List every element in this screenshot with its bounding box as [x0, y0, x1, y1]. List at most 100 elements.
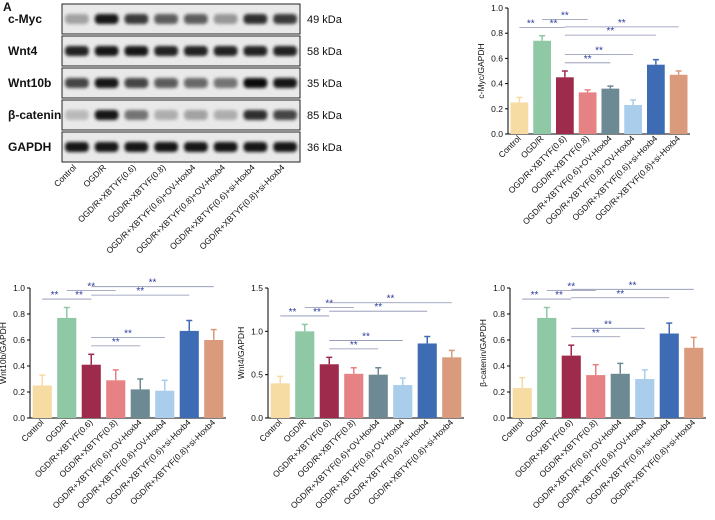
- blot-band: [94, 78, 119, 88]
- significance-label: **: [606, 26, 614, 37]
- y-tick-label: 0.4: [491, 79, 503, 89]
- significance-label: **: [362, 331, 370, 342]
- y-tick-label: 1.0: [493, 283, 505, 293]
- blot-band: [243, 78, 268, 88]
- blot-band: [94, 14, 119, 24]
- blot-band: [184, 14, 208, 24]
- bar: [610, 373, 630, 418]
- bar: [270, 383, 290, 418]
- bar: [669, 74, 688, 134]
- blot-band: [213, 46, 238, 56]
- bar: [635, 379, 655, 418]
- bar: [393, 385, 413, 418]
- blot-row-label: c-Myc: [8, 12, 42, 26]
- blot-band: [94, 110, 119, 120]
- bar-chart: 0.00.20.40.60.81.0c-Myc/GAPDHControlOGD/…: [476, 3, 690, 227]
- bar-chart: 0.00.51.01.5Wnt4/GAPDHControlOGD/ROGD/R+…: [236, 283, 464, 511]
- blot-band: [184, 110, 208, 120]
- bar: [295, 331, 315, 418]
- bar: [647, 64, 665, 134]
- y-tick-label: 0.2: [493, 387, 505, 397]
- blot-band: [124, 142, 149, 152]
- significance-label: **: [595, 46, 603, 57]
- panel-label: A: [3, 0, 12, 14]
- significance-label: **: [550, 19, 558, 30]
- blot-band: [184, 142, 208, 152]
- significance-label: **: [567, 282, 575, 293]
- blot-size-label: 35 kDa: [307, 78, 343, 90]
- significance-label: **: [604, 319, 612, 330]
- y-tick-label: 1.5: [251, 283, 263, 293]
- significance-label: **: [629, 280, 637, 291]
- blot-band: [213, 142, 238, 152]
- blot-size-label: 85 kDa: [307, 110, 343, 122]
- blot-band: [154, 78, 178, 88]
- significance-label: **: [561, 10, 569, 21]
- blot-band: [243, 14, 268, 24]
- bar: [510, 102, 529, 134]
- blot-size-label: 58 kDa: [307, 46, 343, 58]
- significance-label: **: [616, 289, 624, 300]
- significance-label: **: [527, 19, 535, 30]
- blot-band: [65, 110, 89, 120]
- bar: [179, 330, 199, 418]
- significance-label: **: [350, 340, 358, 351]
- bar: [417, 343, 437, 418]
- blot-band: [243, 142, 268, 152]
- bar: [512, 388, 532, 418]
- bar: [442, 357, 462, 418]
- bar: [319, 364, 339, 418]
- bar: [344, 373, 364, 418]
- y-tick-label: 0.8: [13, 309, 25, 319]
- y-axis-label: Wnt4/GAPDH: [236, 327, 246, 379]
- bar: [155, 390, 175, 418]
- blot-band: [65, 78, 89, 88]
- bar: [556, 77, 574, 134]
- blot-row-label: GAPDH: [8, 140, 51, 154]
- blot-band: [154, 46, 178, 56]
- bar: [578, 92, 597, 134]
- bar: [106, 380, 126, 418]
- y-tick-label: 0.6: [13, 335, 25, 345]
- significance-label: **: [313, 307, 321, 318]
- blot-band: [213, 110, 238, 120]
- blot-band: [154, 142, 178, 152]
- blot-band: [94, 46, 119, 56]
- y-axis-label: Wnt10b/GAPDH: [0, 322, 8, 384]
- blot-row-label: Wnt4: [8, 44, 38, 58]
- significance-label: **: [592, 328, 600, 339]
- blot-band: [273, 110, 297, 120]
- bar: [624, 105, 642, 134]
- bar: [533, 40, 551, 135]
- blot-band: [243, 46, 268, 56]
- y-tick-label: 0.2: [13, 387, 25, 397]
- significance-label: **: [149, 278, 157, 289]
- y-tick-label: 0.8: [491, 28, 503, 38]
- bar: [204, 340, 224, 418]
- bar: [130, 389, 150, 418]
- significance-label: **: [289, 307, 297, 318]
- significance-label: **: [51, 290, 59, 301]
- y-tick-label: 1.0: [13, 283, 25, 293]
- blot-band: [213, 78, 238, 88]
- blot-size-label: 49 kDa: [307, 14, 343, 26]
- blot-band: [184, 78, 208, 88]
- y-axis-label: c-Myc/GAPDH: [476, 43, 486, 98]
- bar: [81, 364, 101, 418]
- y-tick-label: 0.0: [493, 413, 505, 423]
- blot-band: [124, 46, 149, 56]
- y-tick-label: 0.0: [251, 413, 263, 423]
- y-tick-label: 0.8: [493, 309, 505, 319]
- significance-label: **: [387, 294, 395, 305]
- significance-label: **: [555, 290, 563, 301]
- bar-chart: 0.00.20.40.60.81.0β-catenin/GAPDHControl…: [478, 280, 706, 511]
- blot-band: [213, 14, 238, 24]
- y-tick-label: 0.6: [493, 335, 505, 345]
- y-tick-label: 1.0: [251, 326, 263, 336]
- bar: [601, 88, 620, 134]
- significance-label: **: [124, 328, 132, 339]
- y-tick-label: 0.5: [251, 370, 263, 380]
- significance-label: **: [112, 337, 120, 348]
- significance-label: **: [618, 18, 626, 29]
